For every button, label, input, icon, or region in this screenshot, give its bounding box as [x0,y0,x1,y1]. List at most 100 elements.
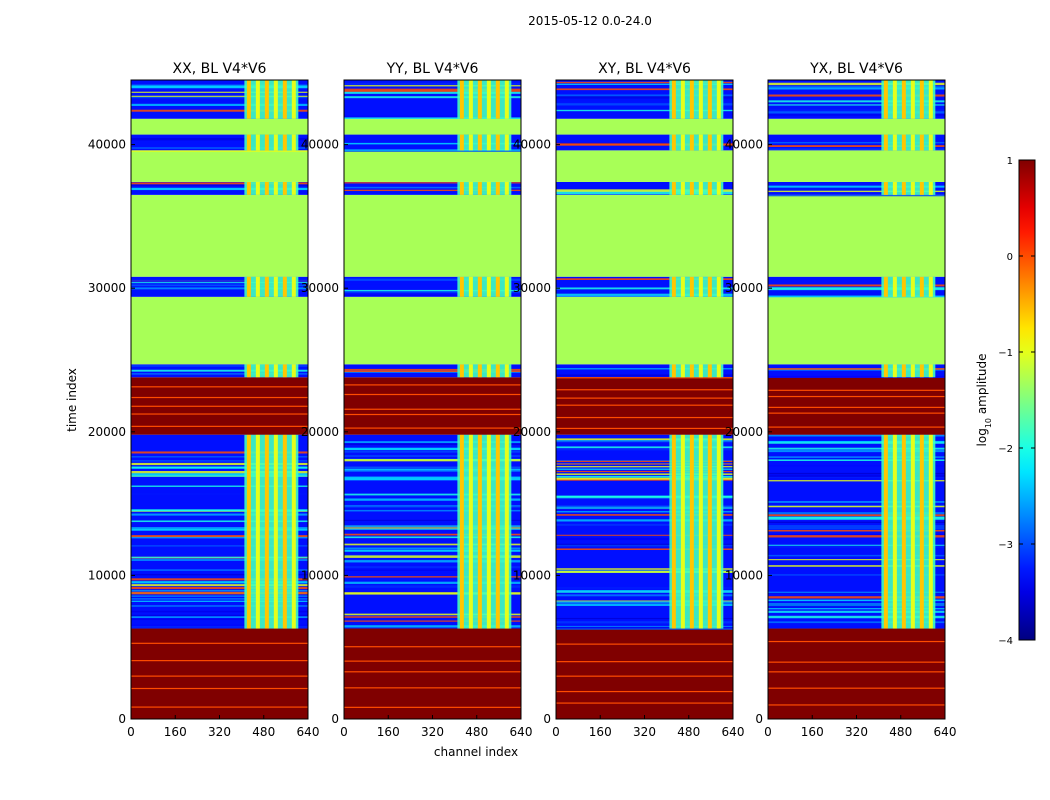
panel-1-rfi-channel-line [495,276,500,297]
panel-3-striation [768,544,945,546]
panel-1-striation [344,592,521,594]
panel-3-striation [768,82,945,86]
panel-3-rfi-channel-line [919,276,924,297]
panel-1-rfi-channel-line [477,181,482,195]
x-axis-label: channel index [434,745,518,759]
panel-0-streak [131,675,308,677]
panel-0-striation [131,282,308,284]
panel-3-rfi-channel-line [883,80,888,119]
panel-2-striation [556,470,733,473]
panel-2-rfi-channel-line [716,364,721,378]
panel-2-xtick-label-4: 640 [722,725,745,739]
panel-3-striation [768,295,945,298]
panel-3-striation [768,459,945,462]
panel-2-rfi-channel-line [707,181,712,195]
panel-2-striation [556,88,733,91]
panel-3-rfi-channel-line [883,364,888,378]
panel-2-striation [556,101,733,104]
panel-1-striation [344,509,521,512]
panel-3-segment-4 [768,296,945,365]
panel-0-rfi-channel-line [282,364,287,378]
panel-0-striation [131,150,308,152]
panel-3-striation [768,456,945,458]
panel-0-segment-4 [131,296,308,365]
panel-3-striation [768,554,945,557]
panel-0-striation [131,187,308,191]
panel-3-rfi-channel-line [901,134,906,151]
y-axis-label: time index [65,368,79,432]
panel-2-rfi-channel-line [671,80,676,119]
panel-0-striation [131,103,308,106]
panel-3-striation [768,527,945,530]
panel-1-striation [344,291,521,293]
panel-1-striation [344,189,521,192]
panel-0-striation [131,527,308,529]
panel-1-striation [344,569,521,571]
panel-1-rfi-channel-line [477,276,482,297]
panel-0-segment-8 [131,150,308,182]
panel-3-rfi-block-0 [881,181,936,195]
panel-1-streak [344,427,521,429]
panel-1-striation [344,505,521,508]
panel-0-striation [131,284,308,287]
panel-3-ytick-label-0: 0 [755,712,763,726]
panel-1-striation [344,493,521,496]
panel-0-rfi-channel-line [246,276,251,297]
panel-2-striation [556,192,733,195]
panel-1-rfi-channel-line [486,181,491,195]
panel-3-rfi-channel-line [892,434,897,629]
panel-3-ytick-label-4: 40000 [725,138,763,152]
panel-1-striation [344,90,521,92]
panel-2-rfi-channel-line [680,134,685,151]
panel-0-rfi-channel-line [273,434,278,629]
panel-2-segment-4 [556,296,733,365]
panel-0-rfi-channel-line [273,80,278,119]
panel-3-segment-2 [768,377,945,435]
panel-0-striation [131,184,308,186]
panel-3-striation [768,516,945,519]
panel-1-striation [344,149,521,152]
panel-1-striation [344,278,521,281]
panel-3-ytick-label-2: 20000 [725,425,763,439]
panel-3-rfi-block-0 [881,434,936,629]
panel-2-ytick-label-4: 40000 [513,138,551,152]
panel-0-streak [131,687,308,690]
panel-3-xtick-label-3: 480 [889,725,912,739]
panel-2-xtick-label-2: 320 [633,725,656,739]
panel-0-rfi-block-0 [244,80,299,119]
panel-0-streak [131,386,308,388]
panel-3-striation [768,447,945,450]
panel-3-xtick-label-4: 640 [934,725,957,739]
panel-3-segment-0 [768,628,945,719]
panel-1-striation [344,581,521,584]
panel-2-rfi-channel-line [698,80,703,119]
panel-2-rfi-channel-line [671,364,676,378]
panel-2-ytick-label-2: 20000 [513,425,551,439]
panel-3-striation [768,104,945,106]
panel-2-streak [556,675,733,677]
panel-1-striation [344,91,521,94]
panel-0-rfi-channel-line [273,276,278,297]
panel-1-striation [344,459,521,462]
panel-2-streak [556,702,733,704]
panel-2-striation [556,534,733,536]
panel-2-striation [556,617,733,620]
panel-1-streak [344,660,521,662]
panel-2-striation [556,603,733,606]
panel-2-striation [556,511,733,513]
panel-2-striation [556,81,733,84]
panel-0-striation [131,471,308,474]
panel-3-segment-10 [768,118,945,135]
panel-0-rfi-channel-line [291,181,296,195]
panel-1-striation [344,616,521,618]
panel-2-striation [556,438,733,441]
panel-3-rfi-channel-line [910,181,915,195]
panel-0-rfi-channel-line [282,80,287,119]
panel-0-rfi-channel-line [255,181,260,195]
panel-2-rfi-channel-line [716,181,721,195]
panel-0-striation [131,573,308,576]
panel-2-rfi-block-0 [669,80,724,119]
panel-0-rfi-channel-line [246,80,251,119]
panel-3-rfi-channel-line [901,276,906,297]
panel-2-streak [556,416,733,419]
